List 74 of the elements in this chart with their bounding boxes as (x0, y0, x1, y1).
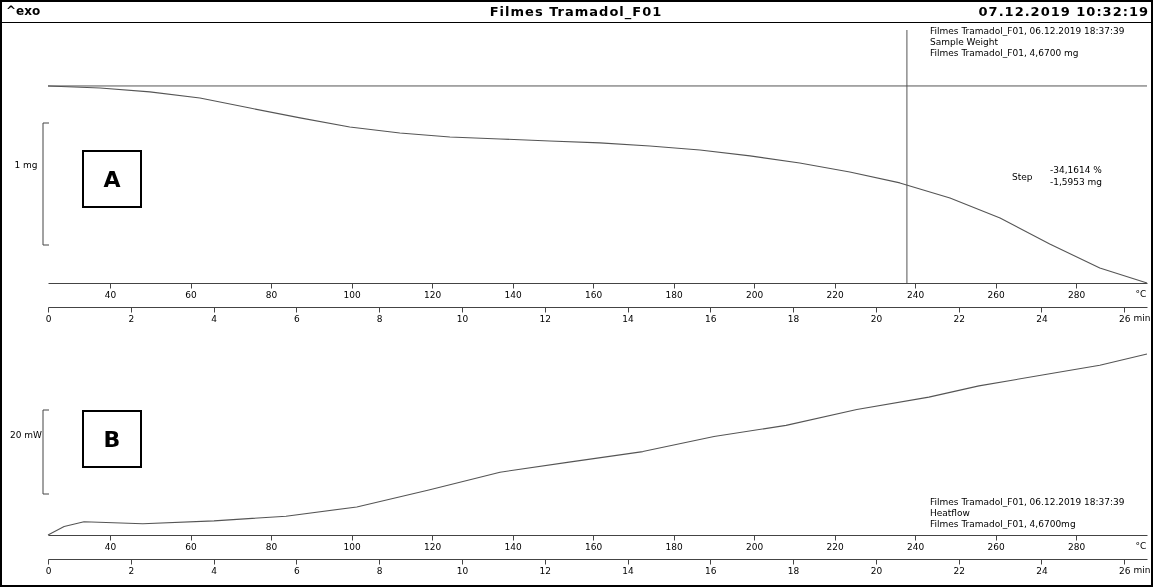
x2-tick-label: 260 (987, 541, 1005, 552)
x2-axis-title: °C (1135, 540, 1147, 551)
annotation: -34,1614 % (1050, 165, 1102, 175)
x-tick-label: 12 (539, 313, 551, 324)
x2-tick-label: 240 (907, 289, 925, 300)
x-tick-label: 6 (293, 565, 300, 576)
x-tick-label: 2 (128, 313, 135, 324)
x2-tick-label: 80 (265, 541, 278, 552)
text: Sample Weight (930, 37, 998, 47)
x2-tick-label: 180 (665, 289, 683, 300)
x2-tick-label: 220 (826, 289, 844, 300)
x2-tick-label: 100 (343, 541, 361, 552)
text: Filmes Tramadol_F01, 06.12.2019 18:37:39 (930, 26, 1125, 36)
x2-tick-label: 160 (584, 289, 603, 300)
x-tick-label: 12 (539, 565, 551, 576)
x2-tick-label: 60 (185, 289, 198, 300)
x-tick-label: 16 (705, 565, 717, 576)
chart-title: Filmes Tramadol_F01 (489, 4, 663, 19)
text: 1 mg (13, 160, 39, 170)
x-tick-label: 0 (45, 565, 52, 576)
annotation: A (82, 150, 142, 208)
x-tick-label: 8 (376, 313, 383, 324)
x-tick-label: 8 (376, 565, 383, 576)
x2-tick-label: 120 (423, 541, 442, 552)
x2-tick-label: 220 (826, 541, 844, 552)
annotation: Filmes Tramadol_F01, 06.12.2019 18:37:39 (930, 497, 1125, 507)
x2-tick-label: 180 (665, 541, 683, 552)
x-tick-label: 2 (128, 565, 135, 576)
x-tick-label: 4 (211, 313, 218, 324)
x-tick-label: 6 (293, 313, 300, 324)
x-tick-label: 20 (870, 565, 883, 576)
x2-axis-title: °C (1135, 288, 1147, 299)
x-tick-label: 20 (870, 313, 883, 324)
x-tick-label: 10 (456, 313, 469, 324)
x-tick-label: 16 (705, 313, 717, 324)
x2-tick-label: 140 (504, 289, 522, 300)
x-tick-label: 22 (953, 313, 965, 324)
x-tick-label: 22 (953, 565, 965, 576)
x2-tick-label: 40 (104, 289, 117, 300)
x2-tick-label: 260 (987, 289, 1005, 300)
x2-tick-label: 200 (746, 289, 764, 300)
x2-tick-label: 100 (343, 289, 361, 300)
x-tick-label: 18 (787, 565, 800, 576)
x-tick-label: 0 (45, 313, 52, 324)
annotation: Step (1012, 172, 1033, 182)
annotation: B (82, 410, 142, 468)
x2-tick-label: 240 (907, 541, 925, 552)
x2-tick-label: 40 (104, 541, 117, 552)
x-tick-label: 26 (1119, 565, 1131, 576)
x-tick-label: 24 (1036, 313, 1048, 324)
x-tick-label: 10 (456, 565, 469, 576)
text: 20 mW (9, 430, 43, 440)
annotation: Filmes Tramadol_F01, 4,6700mg (930, 519, 1076, 529)
annotation: Heatflow (930, 508, 970, 518)
x-tick-label: 14 (622, 313, 635, 324)
x-tick-label: 26 (1119, 313, 1131, 324)
x2-tick-label: 280 (1068, 541, 1086, 552)
x-tick-label: 18 (787, 313, 800, 324)
x-tick-label: 4 (211, 565, 218, 576)
text: Filmes Tramadol_F01, 4,6700 mg (930, 48, 1079, 58)
x2-tick-label: 280 (1068, 289, 1086, 300)
x2-tick-label: 140 (504, 541, 522, 552)
x-axis-title: min (1133, 564, 1151, 575)
x-tick-label: 14 (622, 565, 635, 576)
annotation: -1,5953 mg (1050, 177, 1103, 187)
x-tick-label: 24 (1036, 565, 1048, 576)
text: ^exo (6, 4, 41, 18)
x2-tick-label: 60 (185, 541, 198, 552)
x2-tick-label: 80 (265, 289, 278, 300)
x2-tick-label: 120 (423, 289, 442, 300)
text: 07.12.2019 10:32:19 (978, 4, 1149, 19)
x-axis-title: min (1133, 312, 1151, 323)
x2-tick-label: 160 (584, 541, 603, 552)
x2-tick-label: 200 (746, 541, 764, 552)
